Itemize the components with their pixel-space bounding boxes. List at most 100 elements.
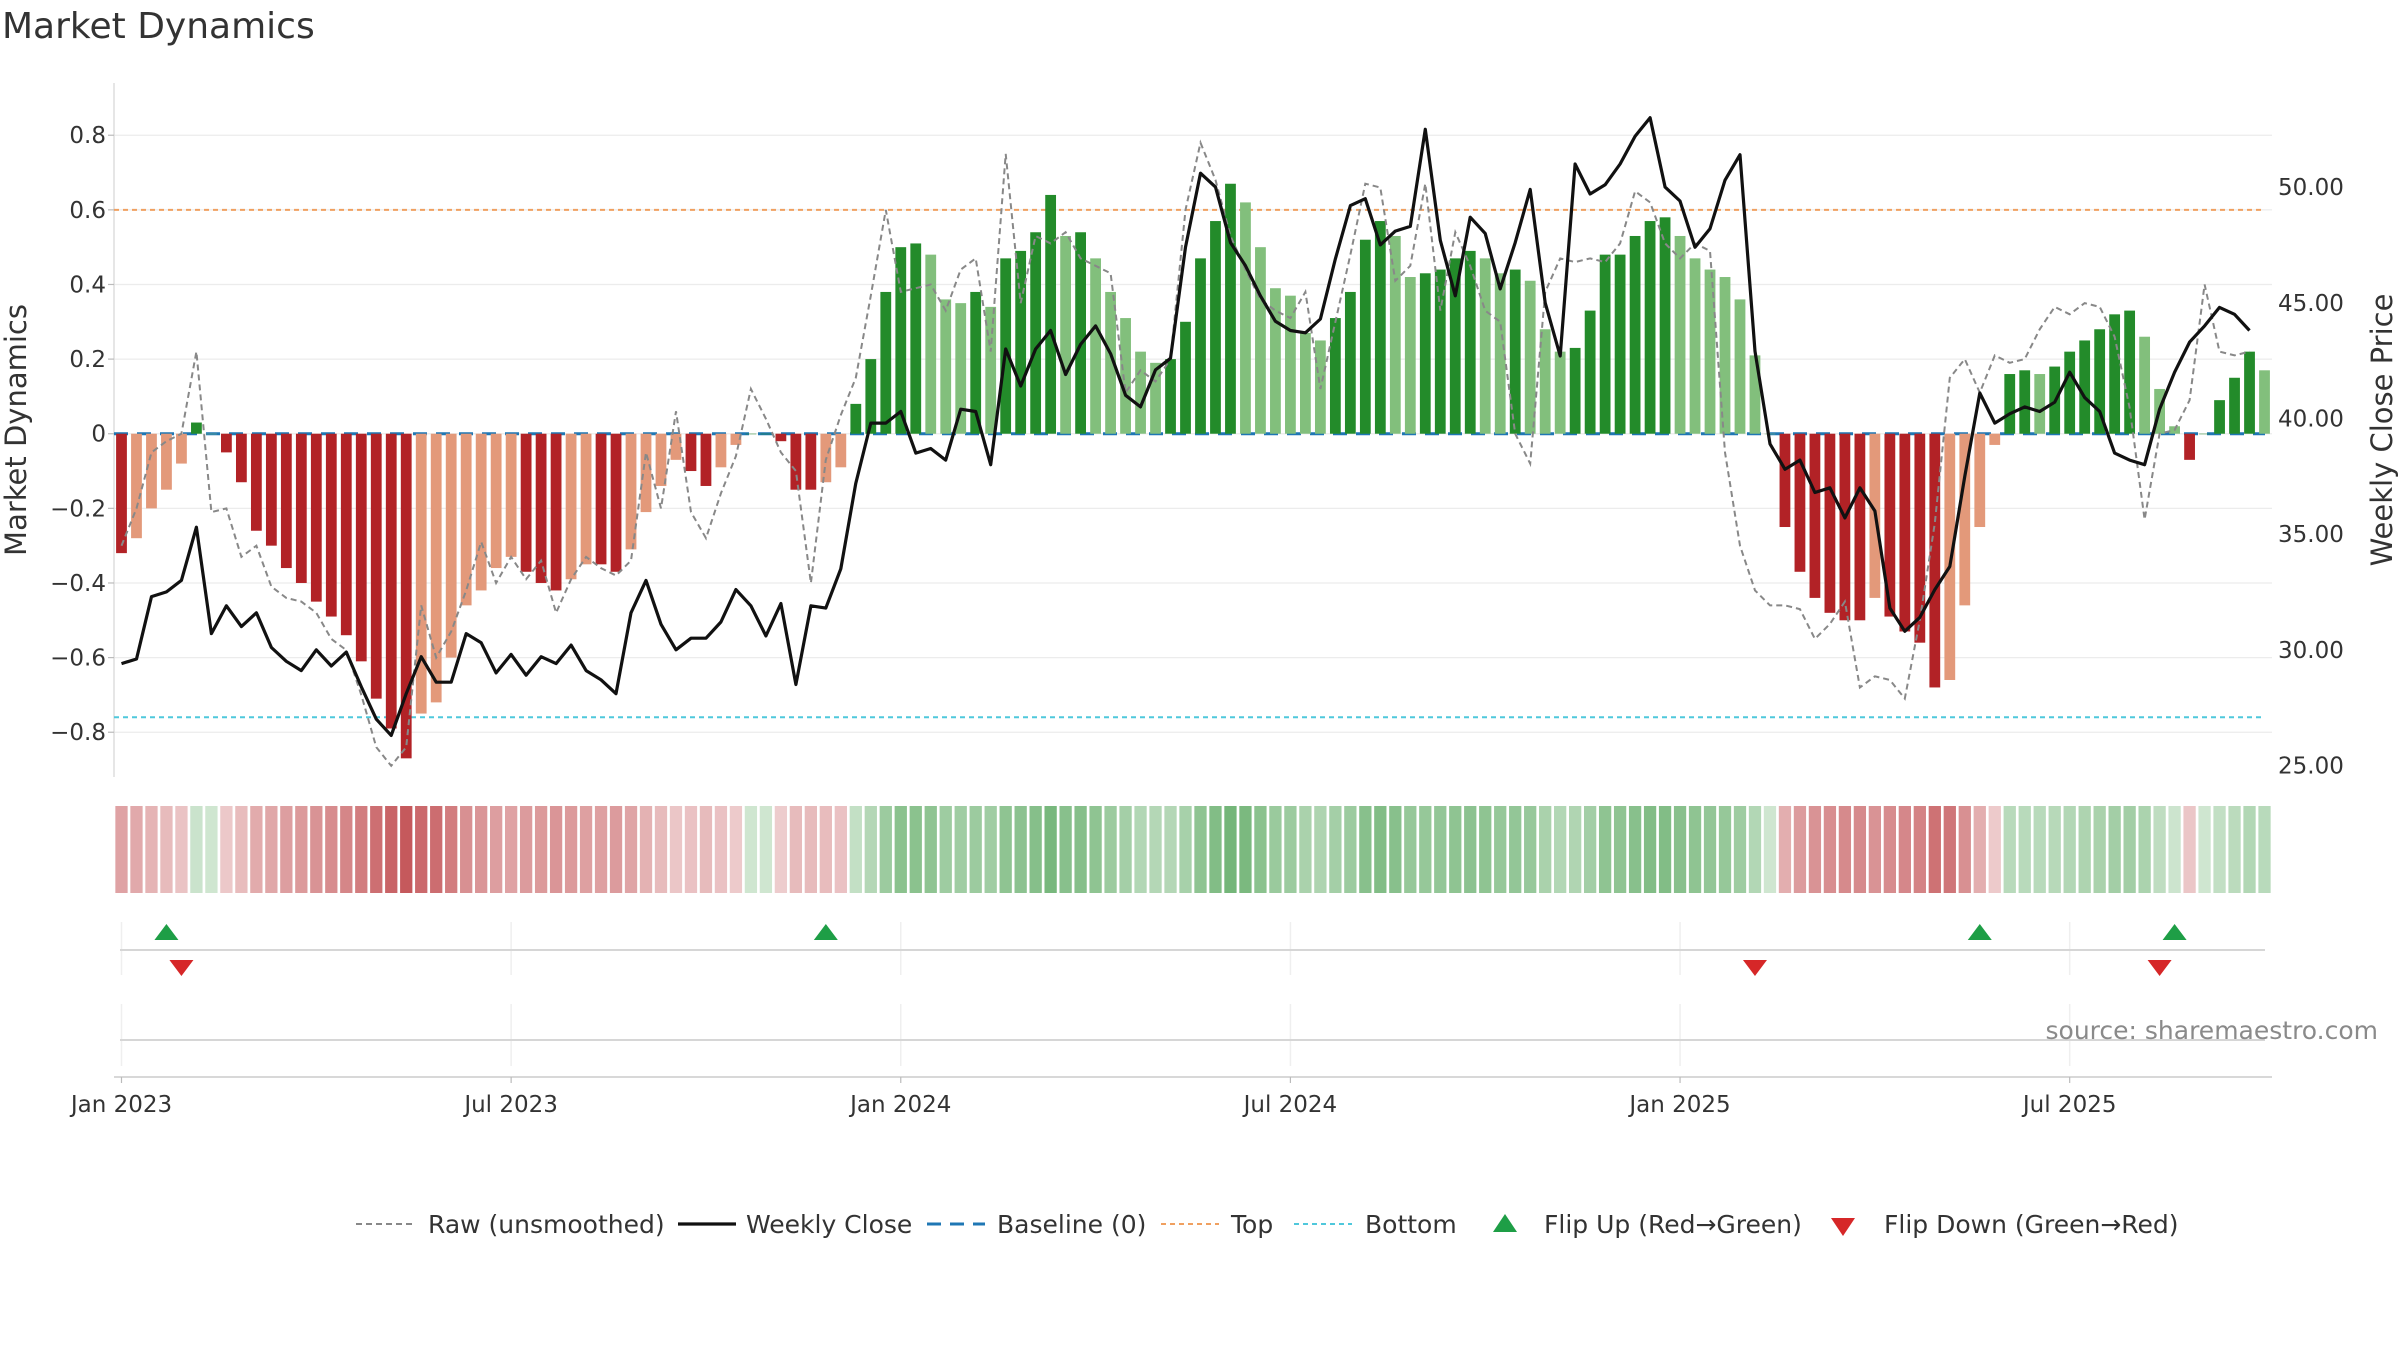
dynamics-bar [280, 433, 292, 569]
dynamics-bars [116, 183, 2270, 759]
heat-cell [1134, 806, 1147, 893]
dynamics-bar [1644, 221, 1656, 434]
heat-cell [1793, 806, 1807, 893]
flip-up-marker [1967, 924, 1992, 940]
left-tick-label: 0.8 [69, 123, 106, 149]
dynamics-bar [2259, 370, 2270, 434]
heat-cell [1823, 806, 1837, 893]
dynamics-bar [1389, 235, 1401, 434]
dynamics-bar [2019, 370, 2031, 434]
dynamics-bar [955, 303, 967, 434]
dynamics-bar [715, 433, 727, 468]
heat-cell [1913, 806, 1926, 893]
heat-cell [1419, 806, 1432, 893]
dynamics-bar [1509, 269, 1521, 434]
dynamics-bar [1210, 221, 1221, 434]
heat-cell [1718, 806, 1732, 893]
right-tick-label: 45.00 [2278, 291, 2344, 317]
gridlines [114, 134, 2272, 733]
heat-cell [1598, 806, 1612, 893]
heat-cell [774, 806, 788, 893]
heat-cell [1613, 806, 1627, 893]
heat-cell [2003, 806, 2016, 893]
heat-cell [1733, 806, 1747, 893]
heat-cell [1284, 806, 1297, 893]
empty-panel: source: sharemaestro.com [114, 1004, 2378, 1078]
reference-lines [114, 208, 2265, 719]
heat-cell [115, 806, 128, 893]
dynamics-bar [2229, 377, 2240, 434]
dynamics-bar [775, 433, 787, 442]
heat-cell [789, 806, 803, 893]
dynamics-heat-strip [115, 806, 2271, 893]
heat-cell [1883, 806, 1896, 893]
dynamics-bar [1240, 202, 1251, 434]
heat-cell [1269, 806, 1282, 893]
heat-cell [594, 806, 608, 893]
dynamics-bar [2079, 340, 2091, 434]
dynamics-bar [550, 433, 562, 591]
dynamics-bar [1404, 277, 1416, 434]
heat-cell [2063, 806, 2076, 893]
dynamics-bar [460, 433, 472, 606]
heat-cell [729, 806, 743, 893]
heat-cell [2243, 806, 2256, 893]
legend-top: Top [1161, 1210, 1273, 1239]
right-tick-label: 50.00 [2278, 175, 2344, 201]
dynamics-bar [1659, 217, 1671, 434]
left-tick-label: −0.8 [50, 720, 106, 746]
dynamics-bar [1524, 280, 1536, 434]
heat-cell [879, 806, 892, 893]
dynamics-bar [1704, 269, 1716, 434]
dynamics-bar [520, 433, 532, 572]
dynamics-bar [1329, 318, 1341, 434]
dynamics-bar [1599, 254, 1611, 434]
heat-cell [1359, 806, 1372, 893]
heat-cell [295, 806, 308, 893]
heat-cell [684, 806, 698, 893]
legend-baseline-label: Baseline (0) [997, 1210, 1146, 1239]
dynamics-bar [221, 433, 232, 453]
legend-close-label: Weekly Close [746, 1210, 912, 1239]
x-tick-label: Jan 2024 [848, 1092, 951, 1118]
dynamics-bar [595, 433, 607, 565]
dynamics-bar [2109, 314, 2121, 434]
dynamics-bar [1285, 295, 1296, 434]
heat-cell [1643, 806, 1657, 893]
flip-up-marker [813, 924, 838, 940]
heat-cell [2198, 806, 2211, 893]
dynamics-bar [1479, 258, 1491, 434]
heat-cell [265, 806, 278, 893]
heat-cell [1509, 806, 1522, 893]
heat-cell [1164, 806, 1177, 893]
heat-cell [699, 806, 713, 893]
dynamics-bar [925, 254, 937, 434]
flip-up-marker [2162, 924, 2187, 940]
heat-cell [1703, 806, 1717, 893]
heat-cell [130, 806, 143, 893]
legend-flip-up: Flip Up (Red→Green) [1493, 1210, 1802, 1239]
left-axis-title: Market Dynamics [0, 304, 33, 556]
dynamics-bar [2214, 400, 2225, 434]
dynamics-bar [1689, 258, 1701, 434]
heat-cell [1389, 806, 1402, 893]
dynamics-bar [1180, 321, 1191, 434]
dynamics-bar [700, 433, 712, 486]
flip-up-marker [154, 924, 179, 940]
dynamics-bar [625, 433, 637, 550]
dynamics-bar [685, 433, 697, 472]
heat-cell [969, 806, 982, 893]
dynamics-bar [1075, 232, 1086, 434]
dynamics-bar [805, 433, 817, 490]
legend-flip-up-label: Flip Up (Red→Green) [1544, 1210, 1802, 1239]
heat-cell [2033, 806, 2046, 893]
right-tick-label: 40.00 [2278, 406, 2344, 432]
heat-cell [1089, 806, 1102, 893]
flip-panel [120, 922, 2265, 976]
heat-cell [280, 806, 293, 893]
heat-cell [445, 806, 458, 893]
heat-cell [564, 806, 578, 893]
dynamics-bar [1779, 433, 1791, 528]
heat-cell [1688, 806, 1702, 893]
dynamics-bar [1225, 183, 1236, 434]
